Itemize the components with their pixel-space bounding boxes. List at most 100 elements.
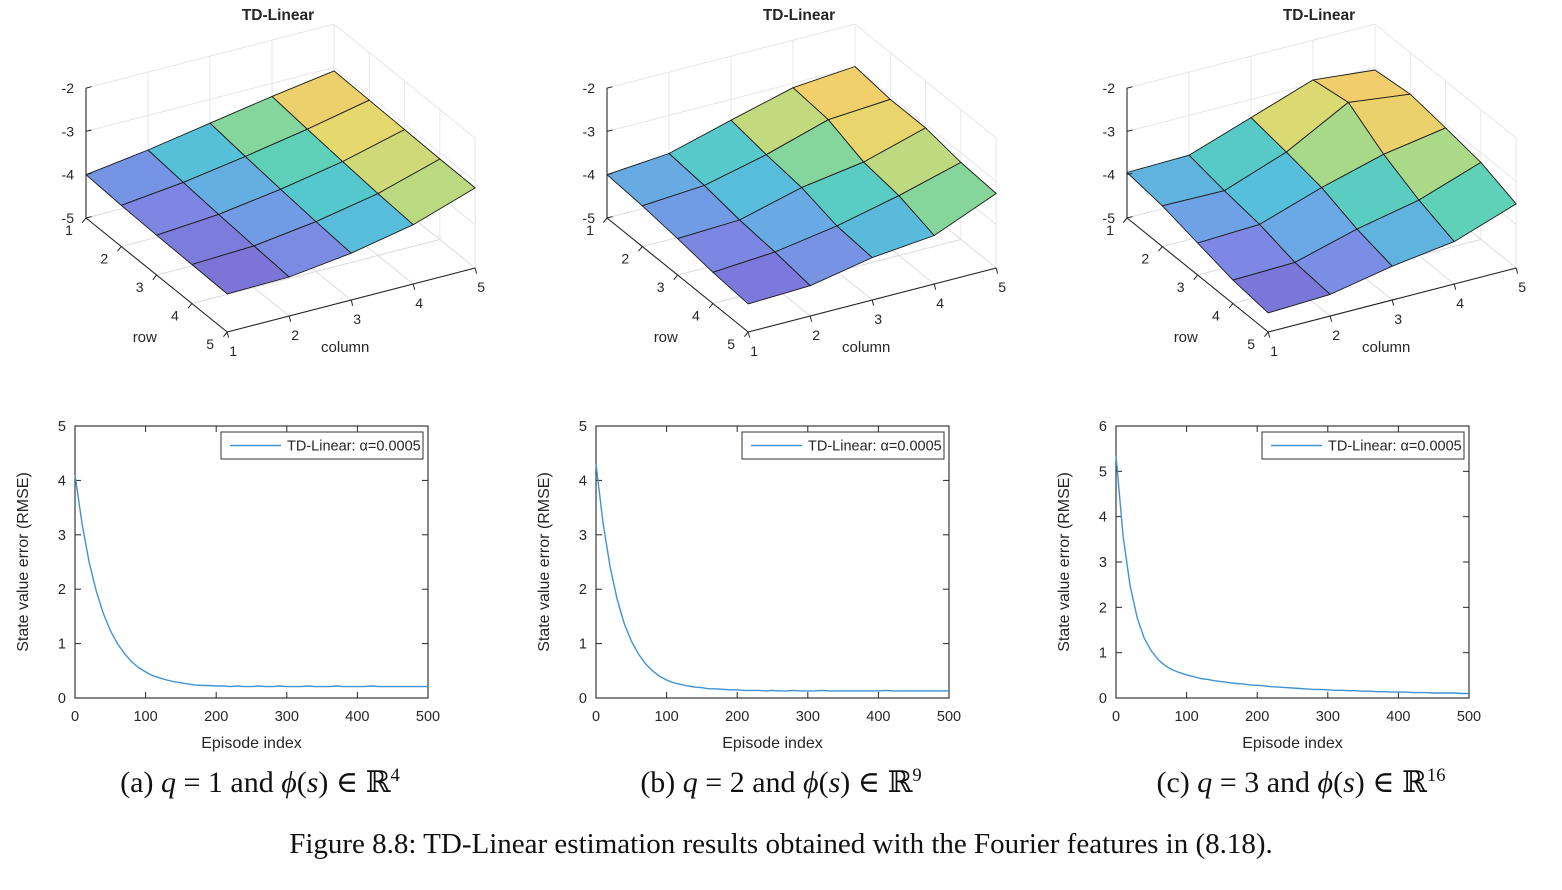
axes: 0 100 200 300 400 500 0 1 2 3 4 5 Episode index State… [536, 419, 961, 752]
row-axis-label: row [1174, 329, 1198, 346]
svg-text:-3: -3 [583, 123, 596, 139]
svg-text:4: 4 [692, 308, 700, 324]
svg-text:100: 100 [133, 709, 157, 725]
svg-text:2: 2 [58, 582, 66, 598]
svg-text:5: 5 [727, 336, 735, 352]
figure-caption: Figure 8.8: TD-Linear estimation results… [289, 828, 1273, 860]
svg-text:-4: -4 [1103, 167, 1116, 183]
svg-text:-5: -5 [1103, 210, 1116, 226]
svg-text:5: 5 [477, 279, 485, 295]
svg-text:4: 4 [579, 473, 587, 489]
row-axis-label: row [654, 329, 678, 346]
axes: 0 100 200 300 400 500 0 1 2 3 4 5 6 Episode index Stat… [1056, 419, 1481, 752]
rmse-plot-c: 0 100 200 300 400 500 0 1 2 3 4 5 6 Episode index Stat… [1056, 419, 1481, 752]
svg-text:200: 200 [1245, 709, 1269, 725]
svg-text:300: 300 [796, 709, 820, 725]
svg-text:300: 300 [275, 709, 299, 725]
y-axis-label: State value error (RMSE) [1056, 472, 1073, 652]
x-axis-label: Episode index [722, 735, 823, 752]
svg-text:4: 4 [415, 295, 423, 311]
svg-text:-4: -4 [583, 167, 596, 183]
surface-mesh [1126, 69, 1517, 314]
svg-text:-4: -4 [62, 167, 75, 183]
svg-text:5: 5 [206, 336, 214, 352]
svg-text:200: 200 [204, 709, 228, 725]
svg-text:5: 5 [579, 419, 587, 435]
svg-text:1: 1 [229, 343, 237, 359]
svg-text:2: 2 [579, 582, 587, 598]
plot-title: TD-Linear [242, 7, 314, 24]
svg-text:0: 0 [579, 691, 587, 707]
subcaption-a: (a) q = 1 and ϕ(s) ∈ ℝ4 [120, 765, 400, 799]
svg-text:300: 300 [1316, 709, 1340, 725]
row-axis-label: row [133, 329, 157, 346]
svg-text:6: 6 [1099, 419, 1107, 435]
svg-text:-3: -3 [1103, 123, 1116, 139]
legend: TD-Linear: α=0.0005 [220, 431, 424, 460]
svg-text:3: 3 [657, 279, 665, 295]
svg-text:-2: -2 [62, 80, 75, 96]
svg-text:3: 3 [579, 528, 587, 544]
svg-text:500: 500 [416, 709, 440, 725]
svg-text:5: 5 [58, 419, 66, 435]
legend: TD-Linear: α=0.0005 [741, 431, 945, 460]
rmse-curve [74, 474, 428, 688]
svg-text:4: 4 [1212, 308, 1220, 324]
svg-text:-5: -5 [62, 210, 75, 226]
svg-text:4: 4 [1099, 510, 1107, 526]
svg-text:400: 400 [866, 709, 890, 725]
rmse-curve [595, 464, 949, 692]
svg-text:2: 2 [1141, 251, 1149, 267]
svg-text:0: 0 [71, 709, 79, 725]
svg-text:1: 1 [750, 343, 758, 359]
svg-text:5: 5 [1247, 336, 1255, 352]
svg-text:-2: -2 [583, 80, 596, 96]
svg-text:4: 4 [58, 473, 66, 489]
surface-mesh [606, 66, 997, 305]
svg-text:4: 4 [171, 308, 179, 324]
svg-text:500: 500 [1457, 709, 1481, 725]
x-axis-label: Episode index [1242, 735, 1343, 752]
legend: TD-Linear: α=0.0005 [1261, 431, 1465, 460]
svg-text:1: 1 [586, 222, 594, 238]
column-axis-label: column [842, 339, 890, 356]
svg-text:400: 400 [345, 709, 369, 725]
column-axis-label: column [1362, 339, 1410, 356]
svg-text:3: 3 [1177, 279, 1185, 295]
svg-text:3: 3 [1099, 555, 1107, 571]
svg-text:4: 4 [936, 295, 944, 311]
plot-title: TD-Linear [1283, 7, 1355, 24]
svg-text:0: 0 [58, 691, 66, 707]
svg-text:-2: -2 [1103, 80, 1116, 96]
svg-text:1: 1 [1270, 343, 1278, 359]
svg-text:1: 1 [579, 637, 587, 653]
svg-text:0: 0 [1112, 709, 1120, 725]
svg-text:100: 100 [654, 709, 678, 725]
column-axis-label: column [321, 339, 369, 356]
svg-text:3: 3 [874, 311, 882, 327]
svg-text:0: 0 [1099, 691, 1107, 707]
y-axis-label: State value error (RMSE) [536, 472, 553, 652]
legend-label: TD-Linear: α=0.0005 [1328, 439, 1462, 455]
svg-text:2: 2 [1099, 600, 1107, 616]
y-axis-label: State value error (RMSE) [15, 472, 32, 652]
svg-text:400: 400 [1386, 709, 1410, 725]
rmse-plot-a: 0 100 200 300 400 500 0 1 2 3 4 5 Episode index State… [15, 419, 440, 752]
svg-text:1: 1 [1106, 222, 1114, 238]
svg-text:3: 3 [58, 528, 66, 544]
svg-text:100: 100 [1174, 709, 1198, 725]
legend-label: TD-Linear: α=0.0005 [287, 439, 421, 455]
svg-text:5: 5 [1099, 464, 1107, 480]
legend-label: TD-Linear: α=0.0005 [808, 439, 942, 455]
svg-text:4: 4 [1456, 295, 1464, 311]
svg-text:0: 0 [592, 709, 600, 725]
svg-text:200: 200 [725, 709, 749, 725]
svg-text:2: 2 [812, 327, 820, 343]
